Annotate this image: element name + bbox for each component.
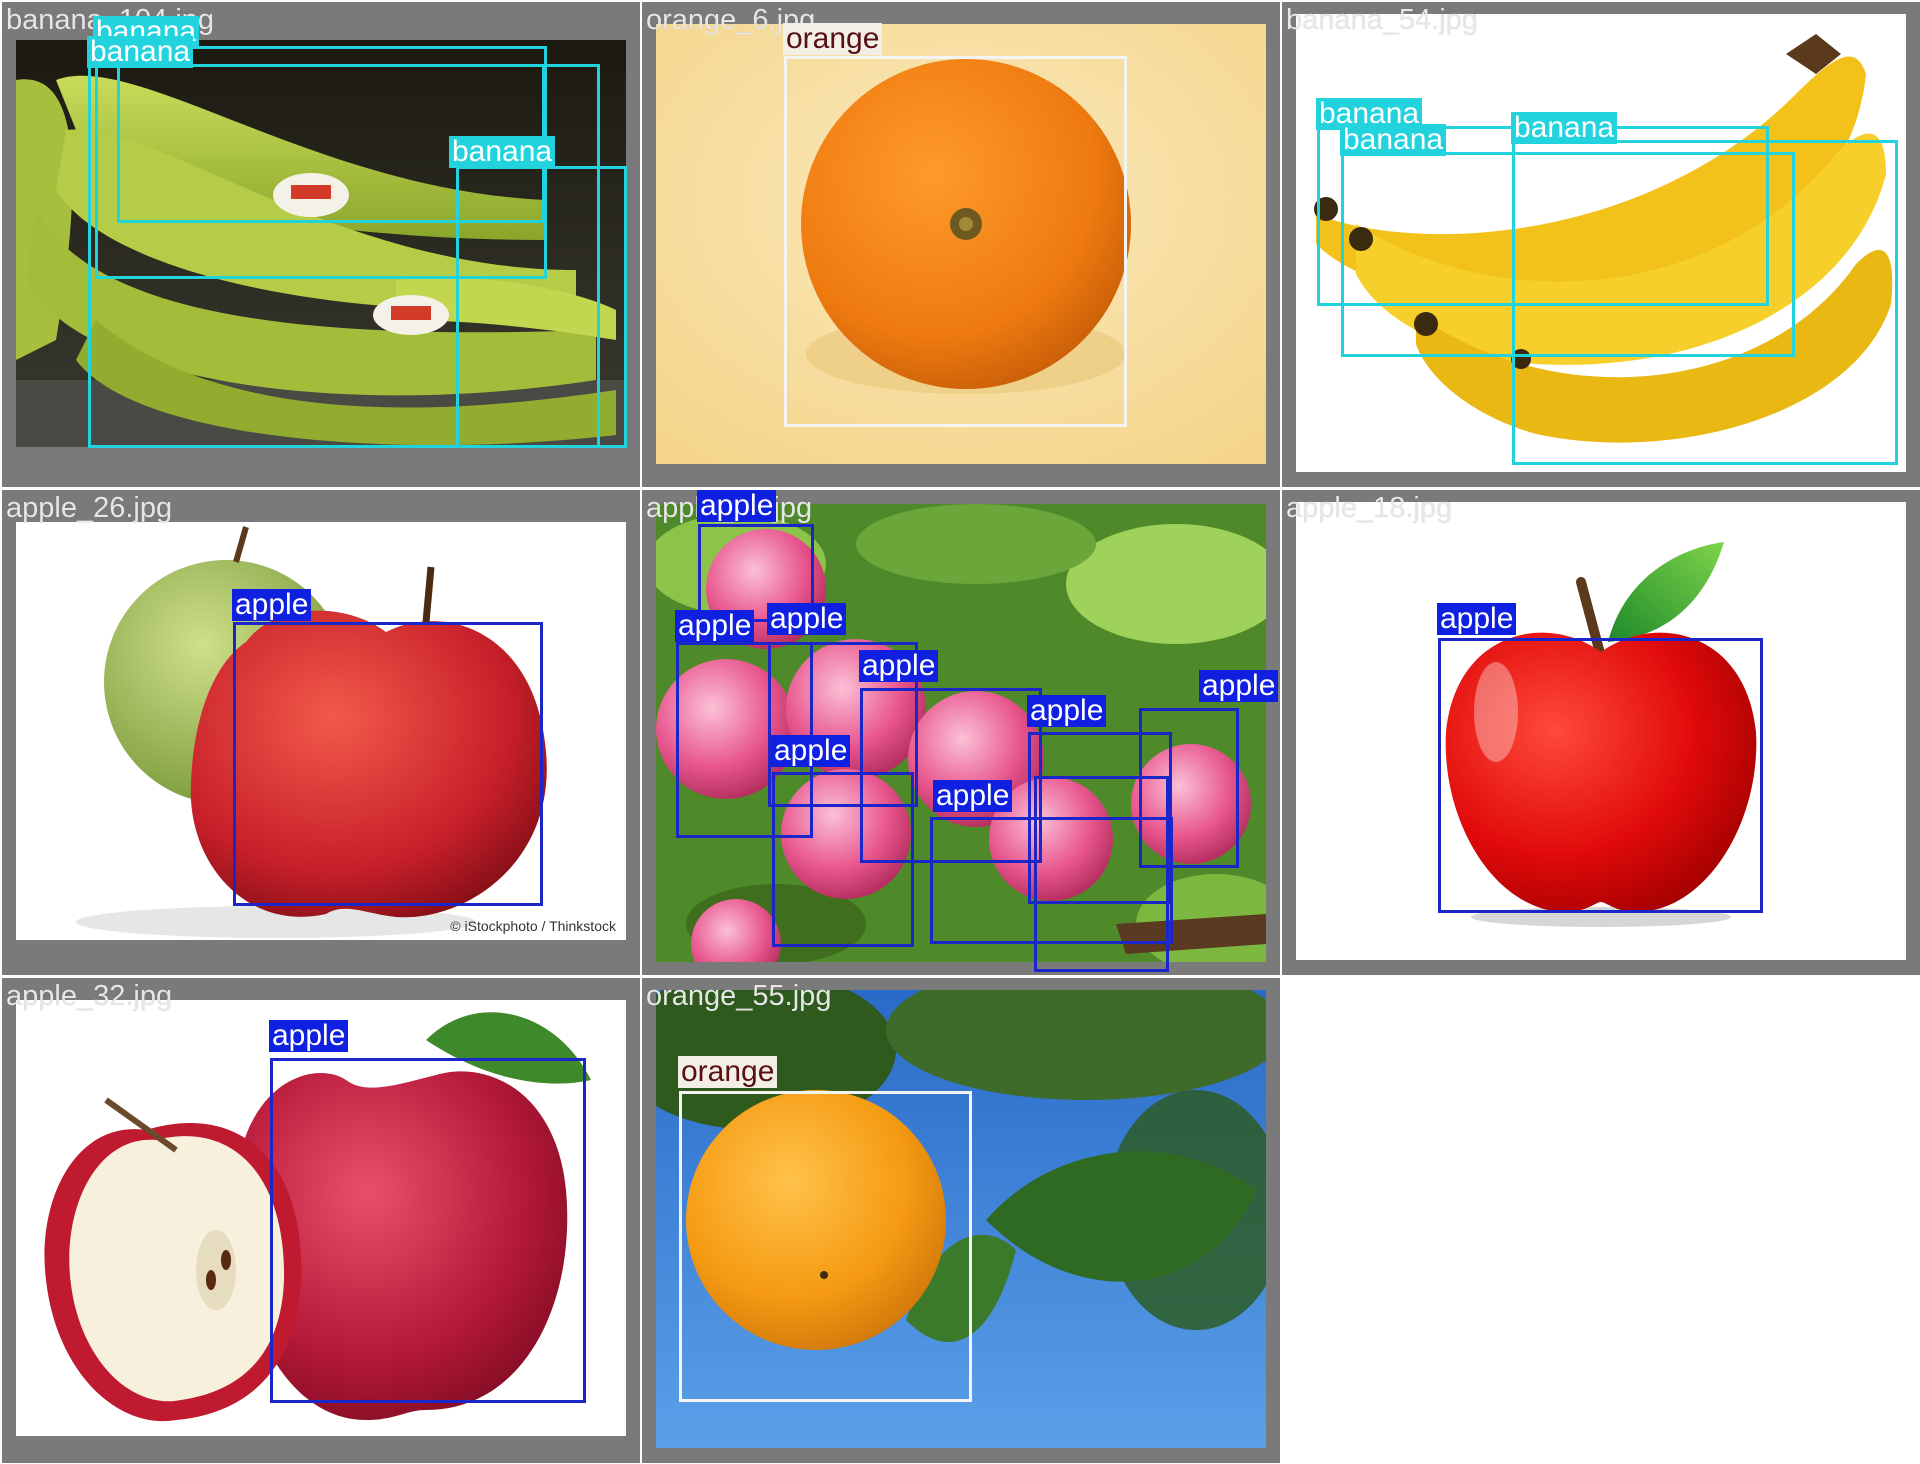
image-credit: © iStockphoto / Thinkstock [450,918,616,934]
tile-banana-104: banana_104.jpg banana banana banana [2,2,640,487]
bbox [679,1091,972,1402]
tile-orange-6: orange_6.jpg orange [642,2,1280,487]
bbox [784,56,1127,427]
bbox [233,622,543,906]
tile-apple-26: © iStockphoto / Thinkstock apple_26.jpg … [2,490,640,975]
photo-halved-apple [16,1000,626,1436]
bbox-label: banana [1511,112,1618,144]
bbox [930,817,1173,944]
bbox-label: apple [232,589,312,621]
photo-apple-tree [656,504,1266,962]
bbox-label: apple [269,1020,349,1052]
bbox-label: apple [675,610,755,642]
filename-label: orange_55.jpg [646,980,832,1012]
bbox-label: apple [771,735,851,767]
bbox [1438,638,1763,913]
bbox [860,688,1042,863]
filename-label: apple_18.jpg [1286,492,1453,524]
bbox-label: orange [783,23,883,55]
bbox [1512,140,1898,465]
tile-apple-18: apple_18.jpg apple [1282,490,1920,975]
photo-red-apple-illustration [1296,502,1906,960]
filename-label: banana_54.jpg [1286,4,1478,36]
bbox [772,772,914,947]
bbox [1034,776,1169,972]
tile-orange-55: orange_55.jpg orange [642,978,1280,1463]
bbox [456,166,627,448]
bbox-label: banana [1340,124,1447,156]
filename-label: apple_26.jpg [6,492,173,524]
bbox-label: apple [697,490,777,522]
tile-apple-24: apple_24.jpg apple apple apple apple app… [642,490,1280,975]
filename-label: apple_32.jpg [6,980,173,1012]
tile-apple-32: apple_32.jpg apple [2,978,640,1463]
bbox-label: apple [1027,695,1107,727]
bbox [768,642,918,807]
tile-banana-54: banana_54.jpg banana banana banana [1282,2,1920,487]
bbox [1139,708,1239,868]
bbox [1341,152,1795,357]
photo-bananas-green [16,40,626,447]
photo-red-green-apples: © iStockphoto / Thinkstock [16,522,626,940]
bbox-label: orange [678,1056,778,1088]
photo-orange-cream [656,24,1266,464]
bbox [270,1058,586,1403]
bbox-label: apple [859,650,939,682]
bbox-label: apple [767,603,847,635]
bbox [88,64,600,448]
photo-bananas-yellow [1296,14,1906,472]
bbox [698,524,814,622]
bbox-label: apple [1199,670,1279,702]
bbox-label: apple [1437,603,1517,635]
bbox-label: apple [933,780,1013,812]
bbox-label: banana [87,36,194,68]
bbox-label: banana [449,136,556,168]
